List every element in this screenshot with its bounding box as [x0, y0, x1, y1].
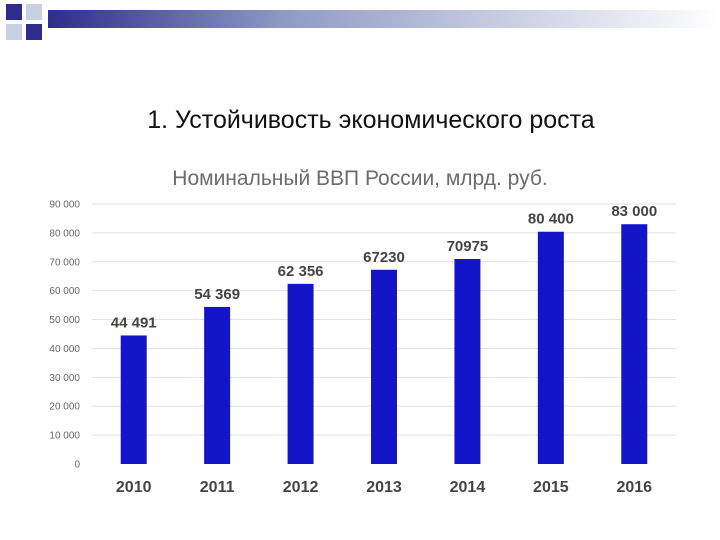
value-label: 70975	[447, 238, 489, 255]
y-tick-label: 30 000	[49, 373, 80, 384]
y-tick-label: 90 000	[49, 200, 80, 211]
bar-2012	[287, 283, 314, 464]
slide-title: 1. Устойчивость экономического роста	[147, 106, 595, 134]
deco-square-3	[6, 24, 22, 40]
y-axis-ticks: 0 10 000 20 000 30 000 40 000 50 000 60 000 70 …	[49, 200, 80, 471]
bars	[120, 224, 648, 464]
y-tick-label: 20 000	[49, 402, 80, 413]
bar-2010	[120, 335, 147, 464]
bar-2015	[537, 231, 564, 464]
value-label: 80 400	[528, 211, 574, 228]
x-axis-ticks: 2010 2011 2012 2013 2014 2015 2016	[116, 479, 652, 496]
x-tick-label: 2013	[366, 479, 402, 496]
y-tick-label: 10 000	[49, 431, 80, 442]
x-tick-label: 2012	[283, 479, 319, 496]
y-tick-label: 80 000	[49, 228, 80, 239]
bar-2011	[204, 306, 231, 464]
y-tick-label: 70 000	[49, 257, 80, 268]
header-band	[48, 10, 720, 28]
x-tick-label: 2016	[616, 479, 652, 496]
value-label: 54 369	[194, 286, 240, 303]
header-decoration	[6, 4, 720, 40]
x-tick-label: 2014	[450, 479, 486, 496]
value-label: 83 000	[611, 203, 657, 220]
deco-square-2	[26, 4, 42, 20]
value-labels: 44 491 54 369 62 356 67230 70975 80 400 83 000	[111, 203, 657, 331]
value-label: 67230	[363, 249, 405, 266]
deco-square-1	[6, 4, 22, 20]
bar-2016	[621, 224, 648, 464]
y-tick-label: 0	[74, 460, 80, 471]
bar-2013	[371, 269, 397, 464]
y-tick-label: 60 000	[49, 286, 80, 297]
value-label: 44 491	[111, 314, 157, 331]
value-label: 62 356	[278, 263, 324, 280]
x-tick-label: 2010	[116, 479, 152, 496]
bar-2014	[454, 258, 481, 464]
y-tick-label: 40 000	[49, 344, 80, 355]
deco-square-4	[26, 24, 42, 40]
chart-title: Номинальный ВВП России, млрд. руб.	[172, 167, 548, 190]
y-tick-label: 50 000	[49, 315, 80, 326]
x-tick-label: 2011	[200, 479, 235, 496]
x-tick-label: 2015	[533, 479, 569, 496]
